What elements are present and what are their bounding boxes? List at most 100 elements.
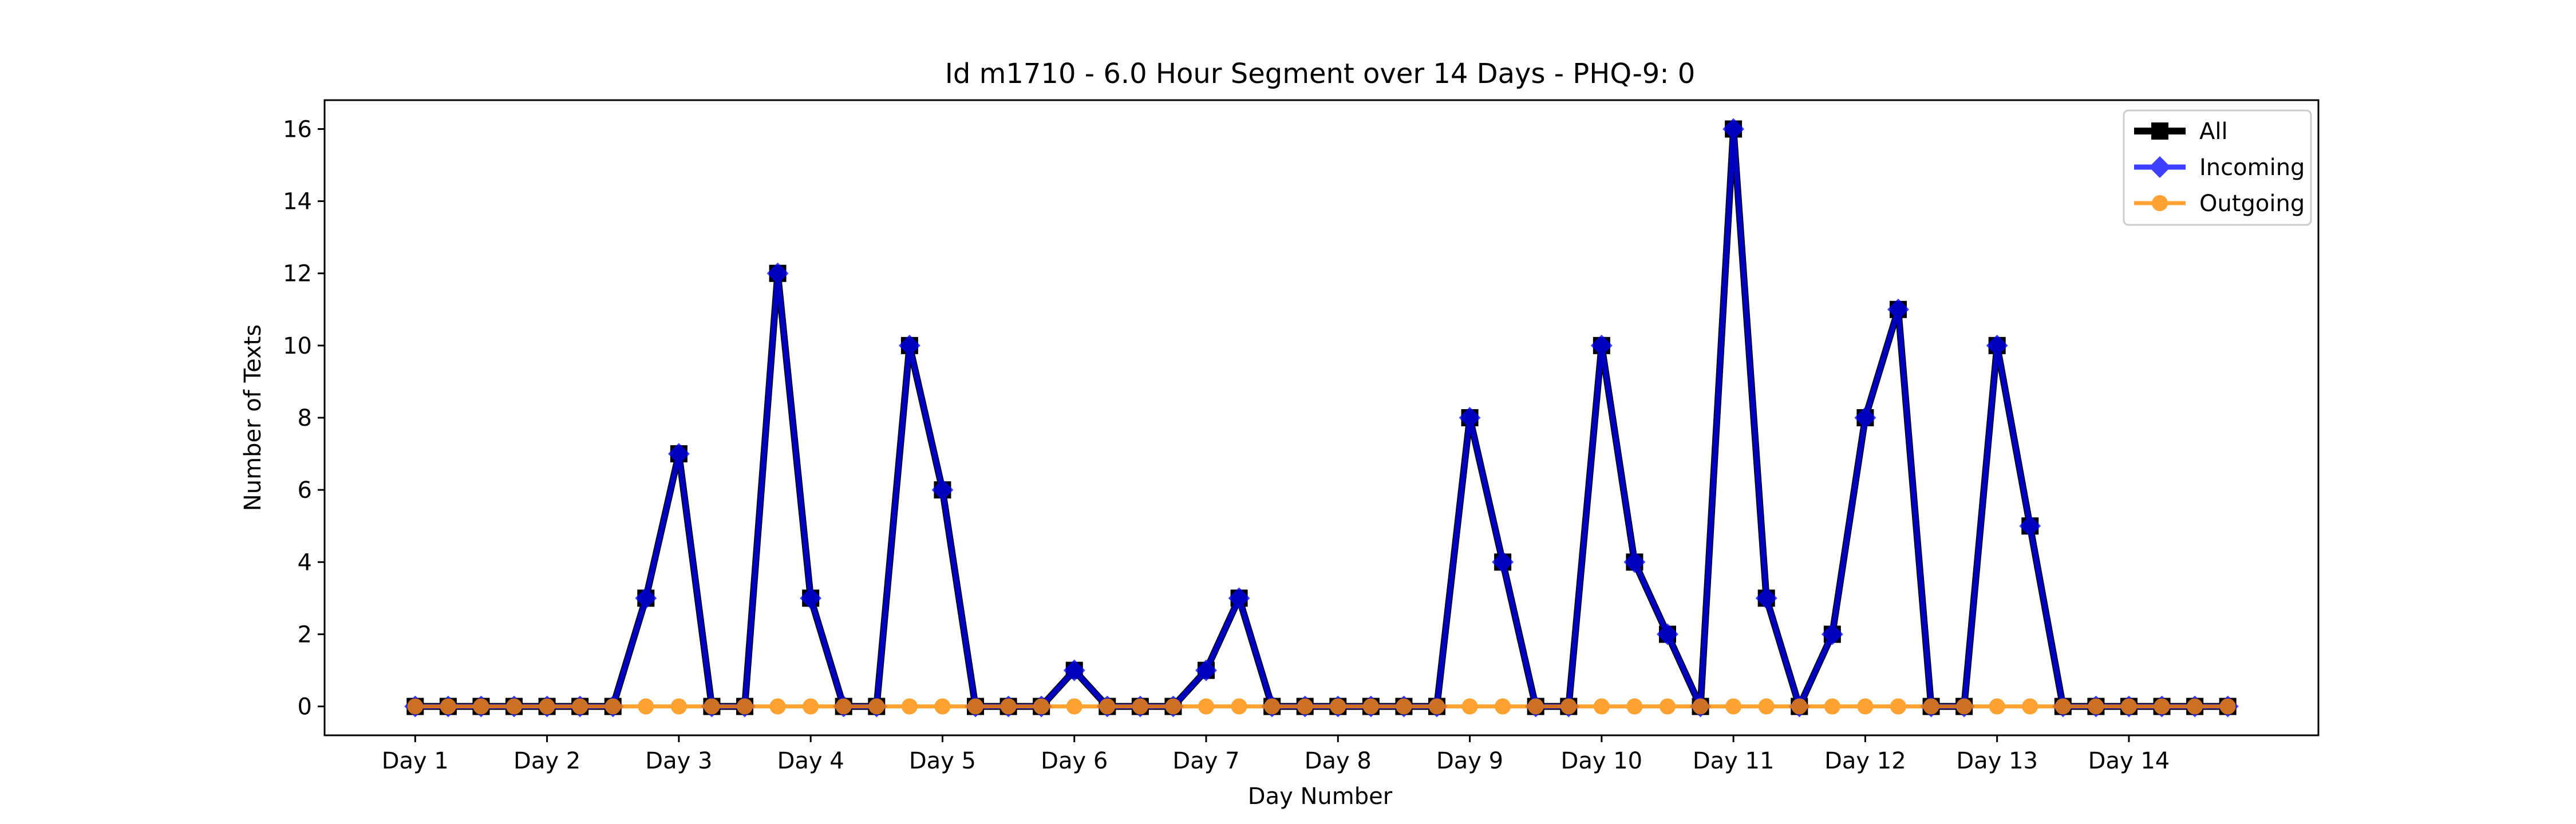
data-point-outgoing (1626, 698, 1643, 715)
x-tick-label: Day 2 (513, 748, 580, 774)
data-point-outgoing (638, 698, 654, 715)
data-point-outgoing (1890, 698, 1906, 715)
data-point-incoming (1722, 118, 1745, 140)
data-point-outgoing (737, 698, 753, 715)
y-tick-label: 4 (298, 549, 312, 576)
y-tick-label: 12 (283, 261, 312, 287)
data-point-outgoing (1560, 698, 1577, 715)
axes: 0 2 4 6 8 10 12 14 16 Day 1 Day 2 Day 3 Day 4 Day 5 Da… (283, 99, 2320, 774)
data-point-incoming (1854, 407, 1876, 429)
data-point-outgoing (704, 698, 720, 715)
data-point-outgoing (1923, 698, 1939, 715)
x-tick-label: Day 1 (382, 748, 449, 774)
data-point-incoming (1821, 623, 1843, 645)
x-tick-label: Day 4 (777, 748, 844, 774)
data-point-outgoing (2120, 698, 2137, 715)
x-tick-label: Day 7 (1172, 748, 1239, 774)
data-point-outgoing (1297, 698, 1313, 715)
data-point-incoming (1755, 587, 1777, 609)
data-point-outgoing (803, 698, 819, 715)
data-point-outgoing (473, 698, 489, 715)
y-tick-label: 10 (283, 333, 312, 359)
data-point-incoming (635, 587, 657, 609)
data-point-outgoing (1692, 698, 1709, 715)
data-point-outgoing (967, 698, 984, 715)
x-tick-label: Day 6 (1041, 748, 1108, 774)
data-point-outgoing (440, 698, 456, 715)
x-tick-label: Day 14 (2088, 748, 2170, 774)
data-point-outgoing (1066, 698, 1082, 715)
data-point-outgoing (1099, 698, 1116, 715)
x-tick-label: Day 12 (1824, 748, 1906, 774)
data-point-outgoing (1198, 698, 1215, 715)
data-point-incoming (767, 262, 789, 284)
legend-marker-incoming (2149, 156, 2171, 178)
data-point-outgoing (1132, 698, 1148, 715)
data-point-incoming (667, 443, 690, 465)
data-point-incoming (1887, 298, 1909, 320)
data-point-outgoing (1659, 698, 1676, 715)
data-point-outgoing (1527, 698, 1544, 715)
y-tick-label: 0 (298, 694, 312, 720)
data-point-outgoing (539, 698, 555, 715)
data-point-outgoing (605, 698, 621, 715)
data-point-outgoing (1000, 698, 1017, 715)
data-point-incoming (1228, 587, 1250, 609)
x-tick-label: Day 3 (645, 748, 712, 774)
y-tick-label: 8 (298, 405, 312, 431)
y-axis-title: Number of Texts (240, 324, 266, 511)
data-point-incoming (898, 334, 920, 356)
data-point-outgoing (1758, 698, 1775, 715)
data-point-outgoing (835, 698, 852, 715)
data-point-outgoing (1362, 698, 1379, 715)
x-axis-title: Day Number (1248, 783, 1393, 810)
data-point-outgoing (1857, 698, 1874, 715)
data-point-outgoing (868, 698, 885, 715)
data-point-outgoing (1396, 698, 1412, 715)
data-point-outgoing (1593, 698, 1610, 715)
x-tick-label: Day 13 (1956, 748, 2038, 774)
data-point-incoming (1657, 623, 1678, 645)
x-tick-label: Day 5 (909, 748, 976, 774)
legend-swatch-incoming (2134, 156, 2186, 178)
data-point-outgoing (1824, 698, 1840, 715)
x-tick-label: Day 9 (1436, 748, 1503, 774)
data-point-incoming (1590, 334, 1613, 356)
x-tick-label: Day 10 (1561, 748, 1643, 774)
data-point-incoming (1459, 407, 1481, 429)
data-point-outgoing (1725, 698, 1742, 715)
data-point-outgoing (1791, 698, 1808, 715)
data-point-outgoing (2055, 698, 2071, 715)
data-point-outgoing (1231, 698, 1247, 715)
data-point-incoming (1492, 551, 1514, 573)
data-point-outgoing (1461, 698, 1478, 715)
data-point-outgoing (1264, 698, 1281, 715)
data-point-incoming (2019, 515, 2041, 537)
data-point-outgoing (1989, 698, 2005, 715)
data-point-outgoing (572, 698, 588, 715)
data-point-outgoing (1956, 698, 1973, 715)
legend: All Incoming Outgoing (2123, 109, 2312, 226)
legend-label-outgoing: Outgoing (2199, 191, 2305, 217)
y-tick-label: 14 (283, 189, 312, 215)
data-point-outgoing (1330, 698, 1346, 715)
data-point-outgoing (2219, 698, 2236, 715)
data-point-outgoing (934, 698, 951, 715)
data-point-outgoing (901, 698, 918, 715)
data-point-outgoing (1428, 698, 1445, 715)
data-point-incoming (800, 587, 822, 609)
data-point-outgoing (407, 698, 424, 715)
data-point-outgoing (506, 698, 523, 715)
data-point-outgoing (2187, 698, 2203, 715)
y-tick-label: 16 (283, 116, 312, 142)
data-point-incoming (1195, 659, 1217, 682)
plot-area (404, 118, 2239, 718)
x-tick-label: Day 8 (1305, 748, 1372, 774)
legend-marker-all (2151, 122, 2168, 140)
data-point-outgoing (769, 698, 786, 715)
y-tick-label: 6 (298, 477, 312, 504)
data-point-incoming (931, 479, 954, 501)
data-point-incoming (1063, 659, 1085, 682)
